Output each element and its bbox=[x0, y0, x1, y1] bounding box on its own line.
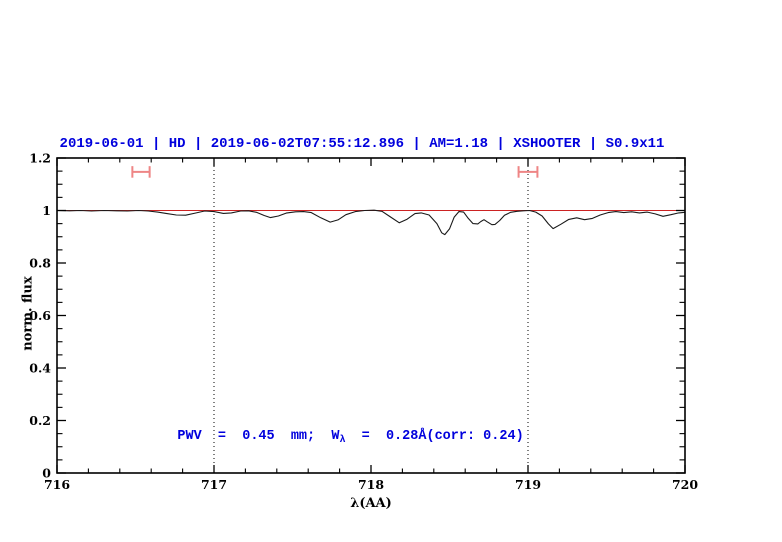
svg-text:0: 0 bbox=[42, 466, 51, 481]
svg-text:1: 1 bbox=[42, 203, 51, 218]
svg-text:0.6: 0.6 bbox=[29, 308, 51, 323]
svg-text:0.4: 0.4 bbox=[29, 361, 51, 376]
pwv-annotation: PWV = 0.45 mm; Wλ = 0.28Å(corr: 0.24) bbox=[145, 414, 524, 461]
spectrum-line-group bbox=[56, 209, 686, 236]
tick-labels-group: 716 717 718 719 720 0 0.2 0.4 0.6 0.8 1 1.2 bbox=[29, 151, 698, 493]
pwv-annotation-part2: = 0.28Å(corr: 0.24) bbox=[345, 429, 524, 444]
band-markers-group bbox=[131, 166, 539, 178]
svg-text:0.2: 0.2 bbox=[29, 413, 51, 428]
y-axis-label: norm. flux bbox=[20, 276, 36, 351]
x-axis-label: λ(AA) bbox=[350, 496, 392, 511]
svg-text:720: 720 bbox=[672, 477, 698, 492]
pwv-annotation-part1: PWV = 0.45 mm; W bbox=[177, 429, 340, 444]
svg-text:716: 716 bbox=[44, 477, 70, 492]
svg-text:1.2: 1.2 bbox=[29, 151, 51, 166]
svg-text:718: 718 bbox=[358, 477, 384, 492]
axes-box-group bbox=[56, 157, 686, 474]
chart-title: 2019-06-01 | HD | 2019-06-02T07:55:12.89… bbox=[59, 136, 665, 152]
pwv-annotation-subscript: λ bbox=[339, 435, 346, 446]
svg-text:0.8: 0.8 bbox=[29, 256, 51, 271]
svg-text:719: 719 bbox=[515, 477, 541, 492]
svg-text:717: 717 bbox=[201, 477, 227, 492]
